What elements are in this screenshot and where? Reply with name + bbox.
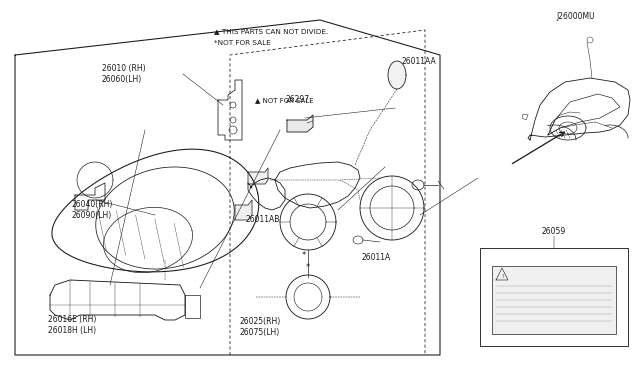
Polygon shape [248, 168, 268, 184]
Bar [492, 266, 616, 334]
Text: *: * [302, 251, 306, 260]
Polygon shape [235, 200, 252, 220]
Text: 26297: 26297 [285, 96, 309, 105]
Text: 26011AA: 26011AA [402, 58, 436, 67]
Text: 26011A: 26011A [362, 253, 391, 263]
Text: 26011AB: 26011AB [245, 215, 280, 224]
Text: *NOT FOR SALE: *NOT FOR SALE [214, 40, 271, 46]
Text: !: ! [501, 273, 503, 279]
Text: 26040(RH)
26090(LH): 26040(RH) 26090(LH) [72, 200, 113, 220]
Text: 26010 (RH)
26060(LH): 26010 (RH) 26060(LH) [102, 64, 146, 84]
Polygon shape [287, 115, 313, 132]
Text: 26025(RH)
26075(LH): 26025(RH) 26075(LH) [240, 317, 281, 337]
Text: ▲ NOT FOR SALE: ▲ NOT FOR SALE [255, 97, 314, 103]
Text: 26016E (RH)
26018H (LH): 26016E (RH) 26018H (LH) [48, 315, 97, 335]
Text: J26000MU: J26000MU [557, 12, 595, 21]
Text: ▲ THIS PARTS CAN NOT DIVIDE.: ▲ THIS PARTS CAN NOT DIVIDE. [214, 29, 329, 35]
Text: 26059: 26059 [542, 228, 566, 237]
Polygon shape [388, 61, 406, 89]
Text: *: * [306, 263, 310, 272]
Bar [480, 248, 628, 346]
